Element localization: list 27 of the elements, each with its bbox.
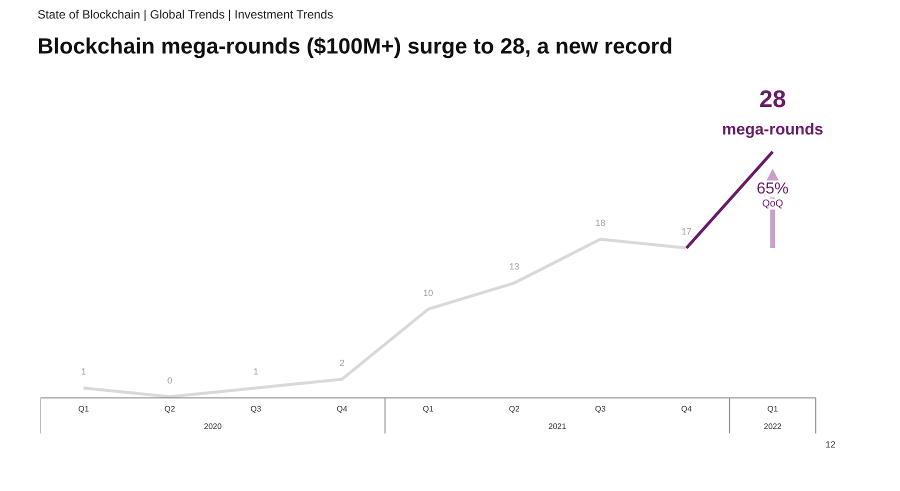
x-tick-label: Q4 xyxy=(336,404,348,414)
data-label: 28 xyxy=(759,86,786,113)
data-label: 13 xyxy=(509,262,520,272)
data-label: 1 xyxy=(253,366,258,377)
text: 2021 xyxy=(548,422,567,431)
text: 12 xyxy=(825,440,836,450)
data-label: 2 xyxy=(339,358,344,368)
x-tick-label: Q3 xyxy=(595,404,606,414)
annotation: QoQ xyxy=(762,198,784,210)
x-tick-label: Q1 xyxy=(78,404,90,414)
x-tick-label: Q2 xyxy=(164,404,176,414)
x-tick-label: Q2 xyxy=(508,404,520,414)
data-label: 10 xyxy=(423,288,434,298)
text: 2020 xyxy=(204,422,222,431)
chart-title: Blockchain mega-rounds ($100M+) surge to 28, a new record xyxy=(38,34,673,58)
chart-subtitle: State of Blockchain | Global Trends | Investment Trends xyxy=(38,8,334,22)
data-label: 0 xyxy=(167,375,172,386)
x-tick-label: Q1 xyxy=(767,404,779,414)
data-label: 18 xyxy=(595,218,606,228)
text: mega-rounds xyxy=(722,121,824,138)
data-label: 17 xyxy=(682,226,692,237)
x-tick-label: Q4 xyxy=(681,404,692,414)
annotation: 65% xyxy=(756,180,789,198)
x-tick-label: Q1 xyxy=(422,404,434,414)
x-tick-label: Q3 xyxy=(250,404,262,414)
text: 2022 xyxy=(764,422,782,431)
data-label: 1 xyxy=(81,366,86,377)
